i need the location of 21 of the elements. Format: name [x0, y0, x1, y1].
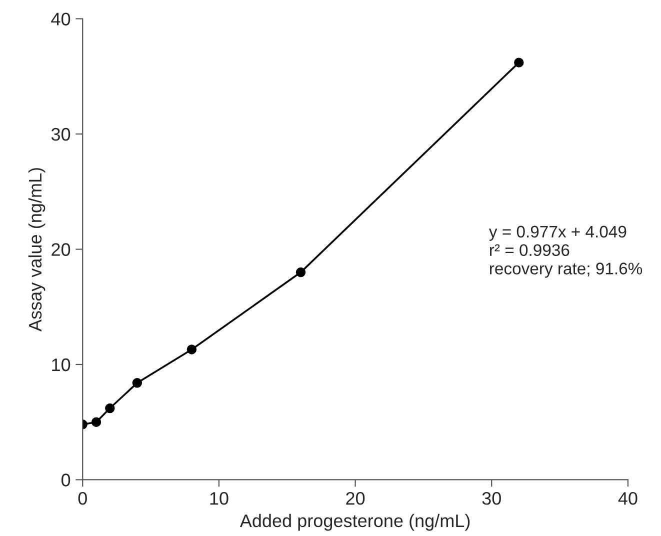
x-tick-label: 10 [210, 492, 228, 505]
point [91, 417, 102, 427]
y-tick-label: 30 [51, 128, 70, 141]
point [186, 344, 197, 354]
x-tick-label: 40 [618, 492, 638, 505]
x-axis-title: Added progesterone (ng/mL) [240, 514, 470, 531]
y-tick-label: 10 [52, 358, 70, 372]
point [105, 403, 115, 414]
point [296, 267, 306, 278]
annotation: y = 0.977x + 4.049 [488, 226, 626, 241]
y-tick-label: 40 [51, 12, 70, 26]
x-tick-label: 0 [78, 492, 87, 505]
annotation: recovery rate; 91.6% [490, 262, 642, 278]
point [514, 58, 524, 68]
x-tick-label: 20 [346, 492, 365, 505]
point [132, 378, 142, 388]
y-axis-title: Assay value (ng/mL) [28, 168, 46, 332]
y-tick-label: 0 [61, 474, 70, 486]
annotation: r² = 0.9936 [490, 244, 570, 256]
y-tick-label: 20 [52, 243, 70, 256]
x-tick-label: 30 [482, 492, 501, 505]
